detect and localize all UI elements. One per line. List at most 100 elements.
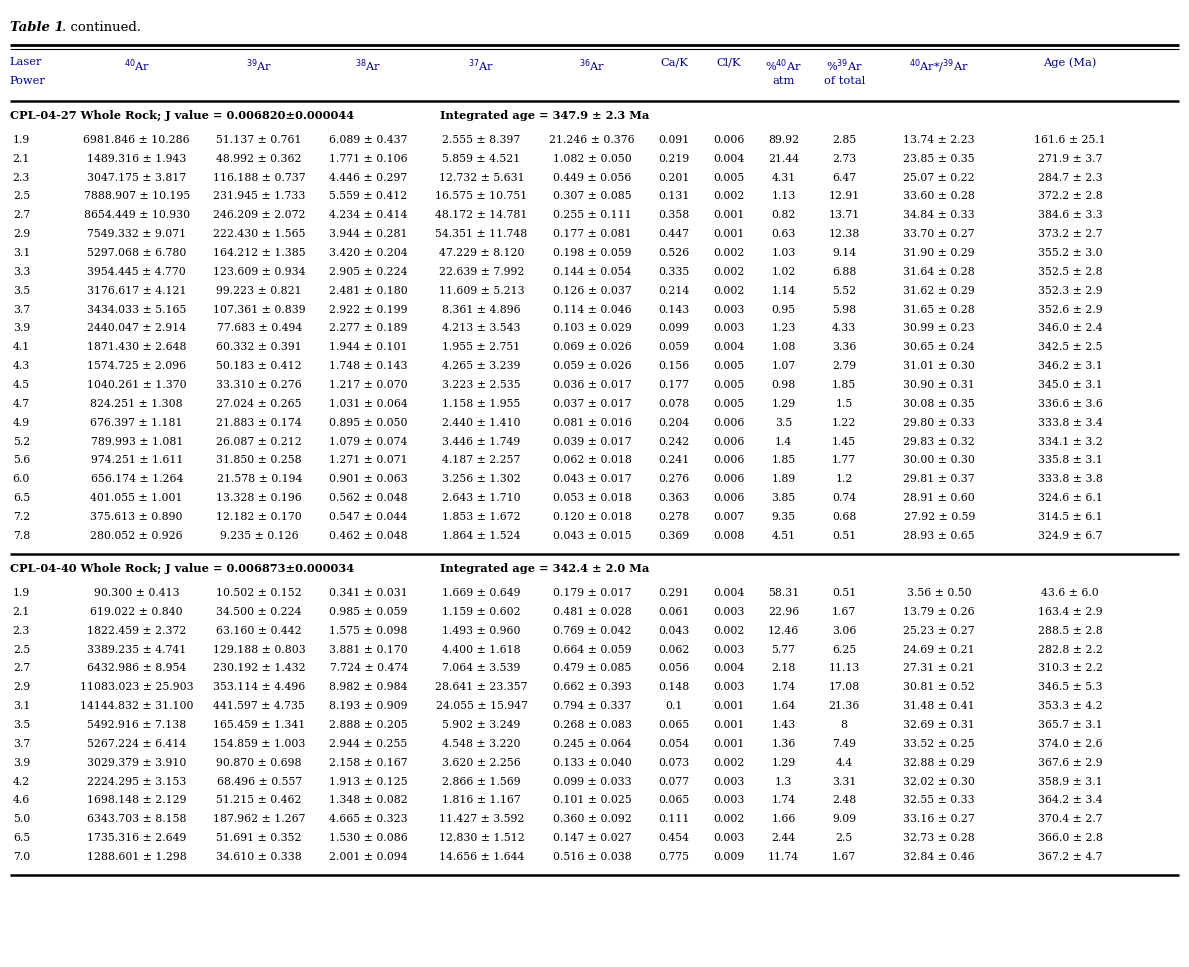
Text: 334.1 ± 3.2: 334.1 ± 3.2: [1038, 436, 1102, 447]
Text: 1.02: 1.02: [772, 267, 795, 277]
Text: 0.007: 0.007: [713, 512, 744, 522]
Text: 4.33: 4.33: [832, 323, 856, 334]
Text: 0.002: 0.002: [713, 757, 744, 768]
Text: 4.3: 4.3: [13, 361, 30, 371]
Text: 0.003: 0.003: [713, 777, 744, 786]
Text: 5.98: 5.98: [832, 305, 856, 314]
Text: 280.052 ± 0.926: 280.052 ± 0.926: [90, 531, 183, 541]
Text: 25.23 ± 0.27: 25.23 ± 0.27: [904, 626, 975, 635]
Text: $^{40}$Ar*/$^{39}$Ar: $^{40}$Ar*/$^{39}$Ar: [910, 57, 969, 74]
Text: 1.77: 1.77: [832, 455, 856, 465]
Text: 0.077: 0.077: [659, 777, 690, 786]
Text: 9.235 ± 0.126: 9.235 ± 0.126: [220, 531, 298, 541]
Text: 51.215 ± 0.462: 51.215 ± 0.462: [216, 795, 302, 806]
Text: 0.664 ± 0.059: 0.664 ± 0.059: [553, 644, 631, 655]
Text: 2440.047 ± 2.914: 2440.047 ± 2.914: [87, 323, 187, 334]
Text: 3.256 ± 1.302: 3.256 ± 1.302: [442, 474, 521, 484]
Text: 3.881 ± 0.170: 3.881 ± 0.170: [329, 644, 408, 655]
Text: 3434.033 ± 5.165: 3434.033 ± 5.165: [87, 305, 187, 314]
Text: 0.481 ± 0.028: 0.481 ± 0.028: [553, 606, 631, 617]
Text: 2.7: 2.7: [13, 663, 30, 673]
Text: 0.775: 0.775: [659, 852, 690, 862]
Text: 6.25: 6.25: [832, 644, 856, 655]
Text: 0.219: 0.219: [659, 154, 690, 163]
Text: 0.002: 0.002: [713, 191, 744, 201]
Text: 2.643 ± 1.710: 2.643 ± 1.710: [442, 493, 521, 503]
Text: 1.748 ± 0.143: 1.748 ± 0.143: [329, 361, 408, 371]
Text: 154.859 ± 1.003: 154.859 ± 1.003: [213, 739, 306, 748]
Text: 1.493 ± 0.960: 1.493 ± 0.960: [442, 626, 521, 635]
Text: 7.49: 7.49: [832, 739, 856, 748]
Text: 16.575 ± 10.751: 16.575 ± 10.751: [435, 191, 528, 201]
Text: 0.043 ± 0.017: 0.043 ± 0.017: [553, 474, 631, 484]
Text: 335.8 ± 3.1: 335.8 ± 3.1: [1038, 455, 1102, 465]
Text: 26.087 ± 0.212: 26.087 ± 0.212: [216, 436, 302, 447]
Text: 22.96: 22.96: [768, 606, 799, 617]
Text: 14144.832 ± 31.100: 14144.832 ± 31.100: [80, 701, 194, 711]
Text: 0.114 ± 0.046: 0.114 ± 0.046: [553, 305, 631, 314]
Text: 353.114 ± 4.496: 353.114 ± 4.496: [213, 682, 306, 692]
Text: 824.251 ± 1.308: 824.251 ± 1.308: [90, 398, 183, 409]
Text: 656.174 ± 1.264: 656.174 ± 1.264: [90, 474, 183, 484]
Text: 366.0 ± 2.8: 366.0 ± 2.8: [1038, 833, 1102, 843]
Text: 333.8 ± 3.8: 333.8 ± 3.8: [1038, 474, 1102, 484]
Text: 7.0: 7.0: [13, 852, 30, 862]
Text: 0.103 ± 0.029: 0.103 ± 0.029: [553, 323, 631, 334]
Text: 0.479 ± 0.085: 0.479 ± 0.085: [553, 663, 631, 673]
Text: 4.4: 4.4: [836, 757, 853, 768]
Text: 30.99 ± 0.23: 30.99 ± 0.23: [904, 323, 975, 334]
Text: Table 1: Table 1: [10, 21, 63, 34]
Text: 2.5: 2.5: [836, 833, 853, 843]
Text: 2.73: 2.73: [832, 154, 856, 163]
Text: 0.001: 0.001: [713, 210, 744, 220]
Text: 314.5 ± 6.1: 314.5 ± 6.1: [1038, 512, 1102, 522]
Text: 3029.379 ± 3.910: 3029.379 ± 3.910: [87, 757, 187, 768]
Text: 0.054: 0.054: [659, 739, 690, 748]
Text: 4.9: 4.9: [13, 418, 30, 427]
Text: 0.769 ± 0.042: 0.769 ± 0.042: [553, 626, 631, 635]
Text: 0.008: 0.008: [713, 531, 744, 541]
Text: 33.52 ± 0.25: 33.52 ± 0.25: [904, 739, 975, 748]
Text: 29.83 ± 0.32: 29.83 ± 0.32: [904, 436, 975, 447]
Text: 2.1: 2.1: [13, 606, 30, 617]
Text: 10.502 ± 0.152: 10.502 ± 0.152: [216, 588, 302, 598]
Text: 31.48 ± 0.41: 31.48 ± 0.41: [904, 701, 975, 711]
Text: 31.90 ± 0.29: 31.90 ± 0.29: [904, 248, 975, 258]
Text: 1.74: 1.74: [772, 682, 795, 692]
Text: 1.45: 1.45: [832, 436, 856, 447]
Text: 0.98: 0.98: [772, 380, 795, 390]
Text: 358.9 ± 3.1: 358.9 ± 3.1: [1038, 777, 1102, 786]
Text: 5.2: 5.2: [13, 436, 30, 447]
Text: 0.003: 0.003: [713, 606, 744, 617]
Text: 5492.916 ± 7.138: 5492.916 ± 7.138: [87, 719, 187, 730]
Text: 54.351 ± 11.748: 54.351 ± 11.748: [435, 229, 528, 239]
Text: 0.198 ± 0.059: 0.198 ± 0.059: [553, 248, 631, 258]
Text: 0.081 ± 0.016: 0.081 ± 0.016: [553, 418, 631, 427]
Text: 974.251 ± 1.611: 974.251 ± 1.611: [90, 455, 183, 465]
Text: 4.265 ± 3.239: 4.265 ± 3.239: [442, 361, 521, 371]
Text: Integrated age = 347.9 ± 2.3 Ma: Integrated age = 347.9 ± 2.3 Ma: [440, 110, 649, 121]
Text: 4.400 ± 1.618: 4.400 ± 1.618: [442, 644, 521, 655]
Text: 1.03: 1.03: [772, 248, 795, 258]
Text: 1.031 ± 0.064: 1.031 ± 0.064: [329, 398, 408, 409]
Text: 0.447: 0.447: [659, 229, 690, 239]
Text: 2.3: 2.3: [13, 626, 30, 635]
Text: 31.64 ± 0.28: 31.64 ± 0.28: [904, 267, 975, 277]
Text: 1.530 ± 0.086: 1.530 ± 0.086: [329, 833, 408, 843]
Text: 1.853 ± 1.672: 1.853 ± 1.672: [442, 512, 521, 522]
Text: 1698.148 ± 2.129: 1698.148 ± 2.129: [87, 795, 187, 806]
Text: 164.212 ± 1.385: 164.212 ± 1.385: [213, 248, 306, 258]
Text: 342.5 ± 2.5: 342.5 ± 2.5: [1038, 342, 1102, 352]
Text: 231.945 ± 1.733: 231.945 ± 1.733: [213, 191, 306, 201]
Text: 34.500 ± 0.224: 34.500 ± 0.224: [216, 606, 302, 617]
Text: 5.6: 5.6: [13, 455, 30, 465]
Text: 31.62 ± 0.29: 31.62 ± 0.29: [904, 285, 975, 296]
Text: 50.183 ± 0.412: 50.183 ± 0.412: [216, 361, 302, 371]
Text: 3954.445 ± 4.770: 3954.445 ± 4.770: [87, 267, 187, 277]
Text: 51.691 ± 0.352: 51.691 ± 0.352: [216, 833, 302, 843]
Text: 0.002: 0.002: [713, 267, 744, 277]
Text: 230.192 ± 1.432: 230.192 ± 1.432: [213, 663, 306, 673]
Text: 1.13: 1.13: [772, 191, 795, 201]
Text: 0.078: 0.078: [659, 398, 690, 409]
Text: 34.610 ± 0.338: 34.610 ± 0.338: [216, 852, 302, 862]
